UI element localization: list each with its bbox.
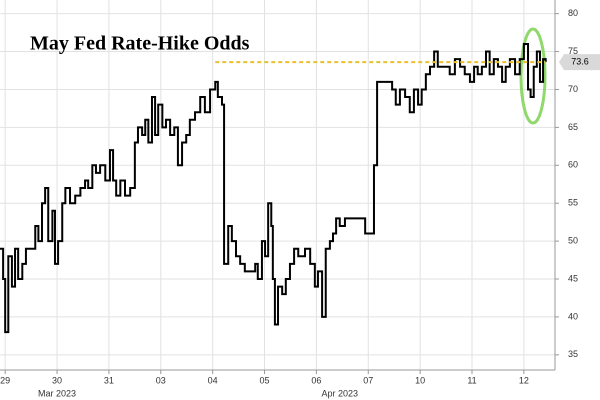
x-tick-label: 29 [0, 375, 10, 385]
x-tick-label: 11 [467, 375, 476, 385]
x-tick-label: 06 [311, 375, 321, 385]
y-tick-label: 45 [568, 273, 578, 283]
y-tick-label: 60 [568, 160, 578, 170]
last-value-box [559, 54, 600, 71]
highlight [519, 27, 547, 125]
y-tick-label: 80 [568, 8, 578, 18]
y-tick-label: 75 [568, 46, 578, 56]
x-tick-label: 10 [415, 375, 425, 385]
chart-title: May Fed Rate-Hike Odds [30, 33, 250, 55]
x-tick-label: 30 [52, 375, 62, 385]
line-series [0, 42, 547, 334]
x-group-label: Apr 2023 [321, 388, 358, 398]
x-tick-label: 12 [519, 375, 529, 385]
x-tick-label: 03 [156, 375, 166, 385]
y-tick-label: 40 [568, 311, 578, 321]
y-tick-label: 55 [568, 198, 578, 208]
x-tick-label: 31 [104, 375, 114, 385]
x-tick-label: 05 [260, 375, 270, 385]
y-tick-label: 70 [568, 84, 578, 94]
y-tick-label: 50 [568, 235, 578, 245]
y-tick-label: 65 [568, 122, 578, 132]
x-tick-label: 07 [363, 375, 373, 385]
x-tick-label: 04 [208, 375, 218, 385]
x-group-label: Mar 2023 [38, 388, 76, 398]
y-tick-label: 35 [568, 349, 578, 359]
last-value-label: 73.6 [571, 57, 589, 67]
